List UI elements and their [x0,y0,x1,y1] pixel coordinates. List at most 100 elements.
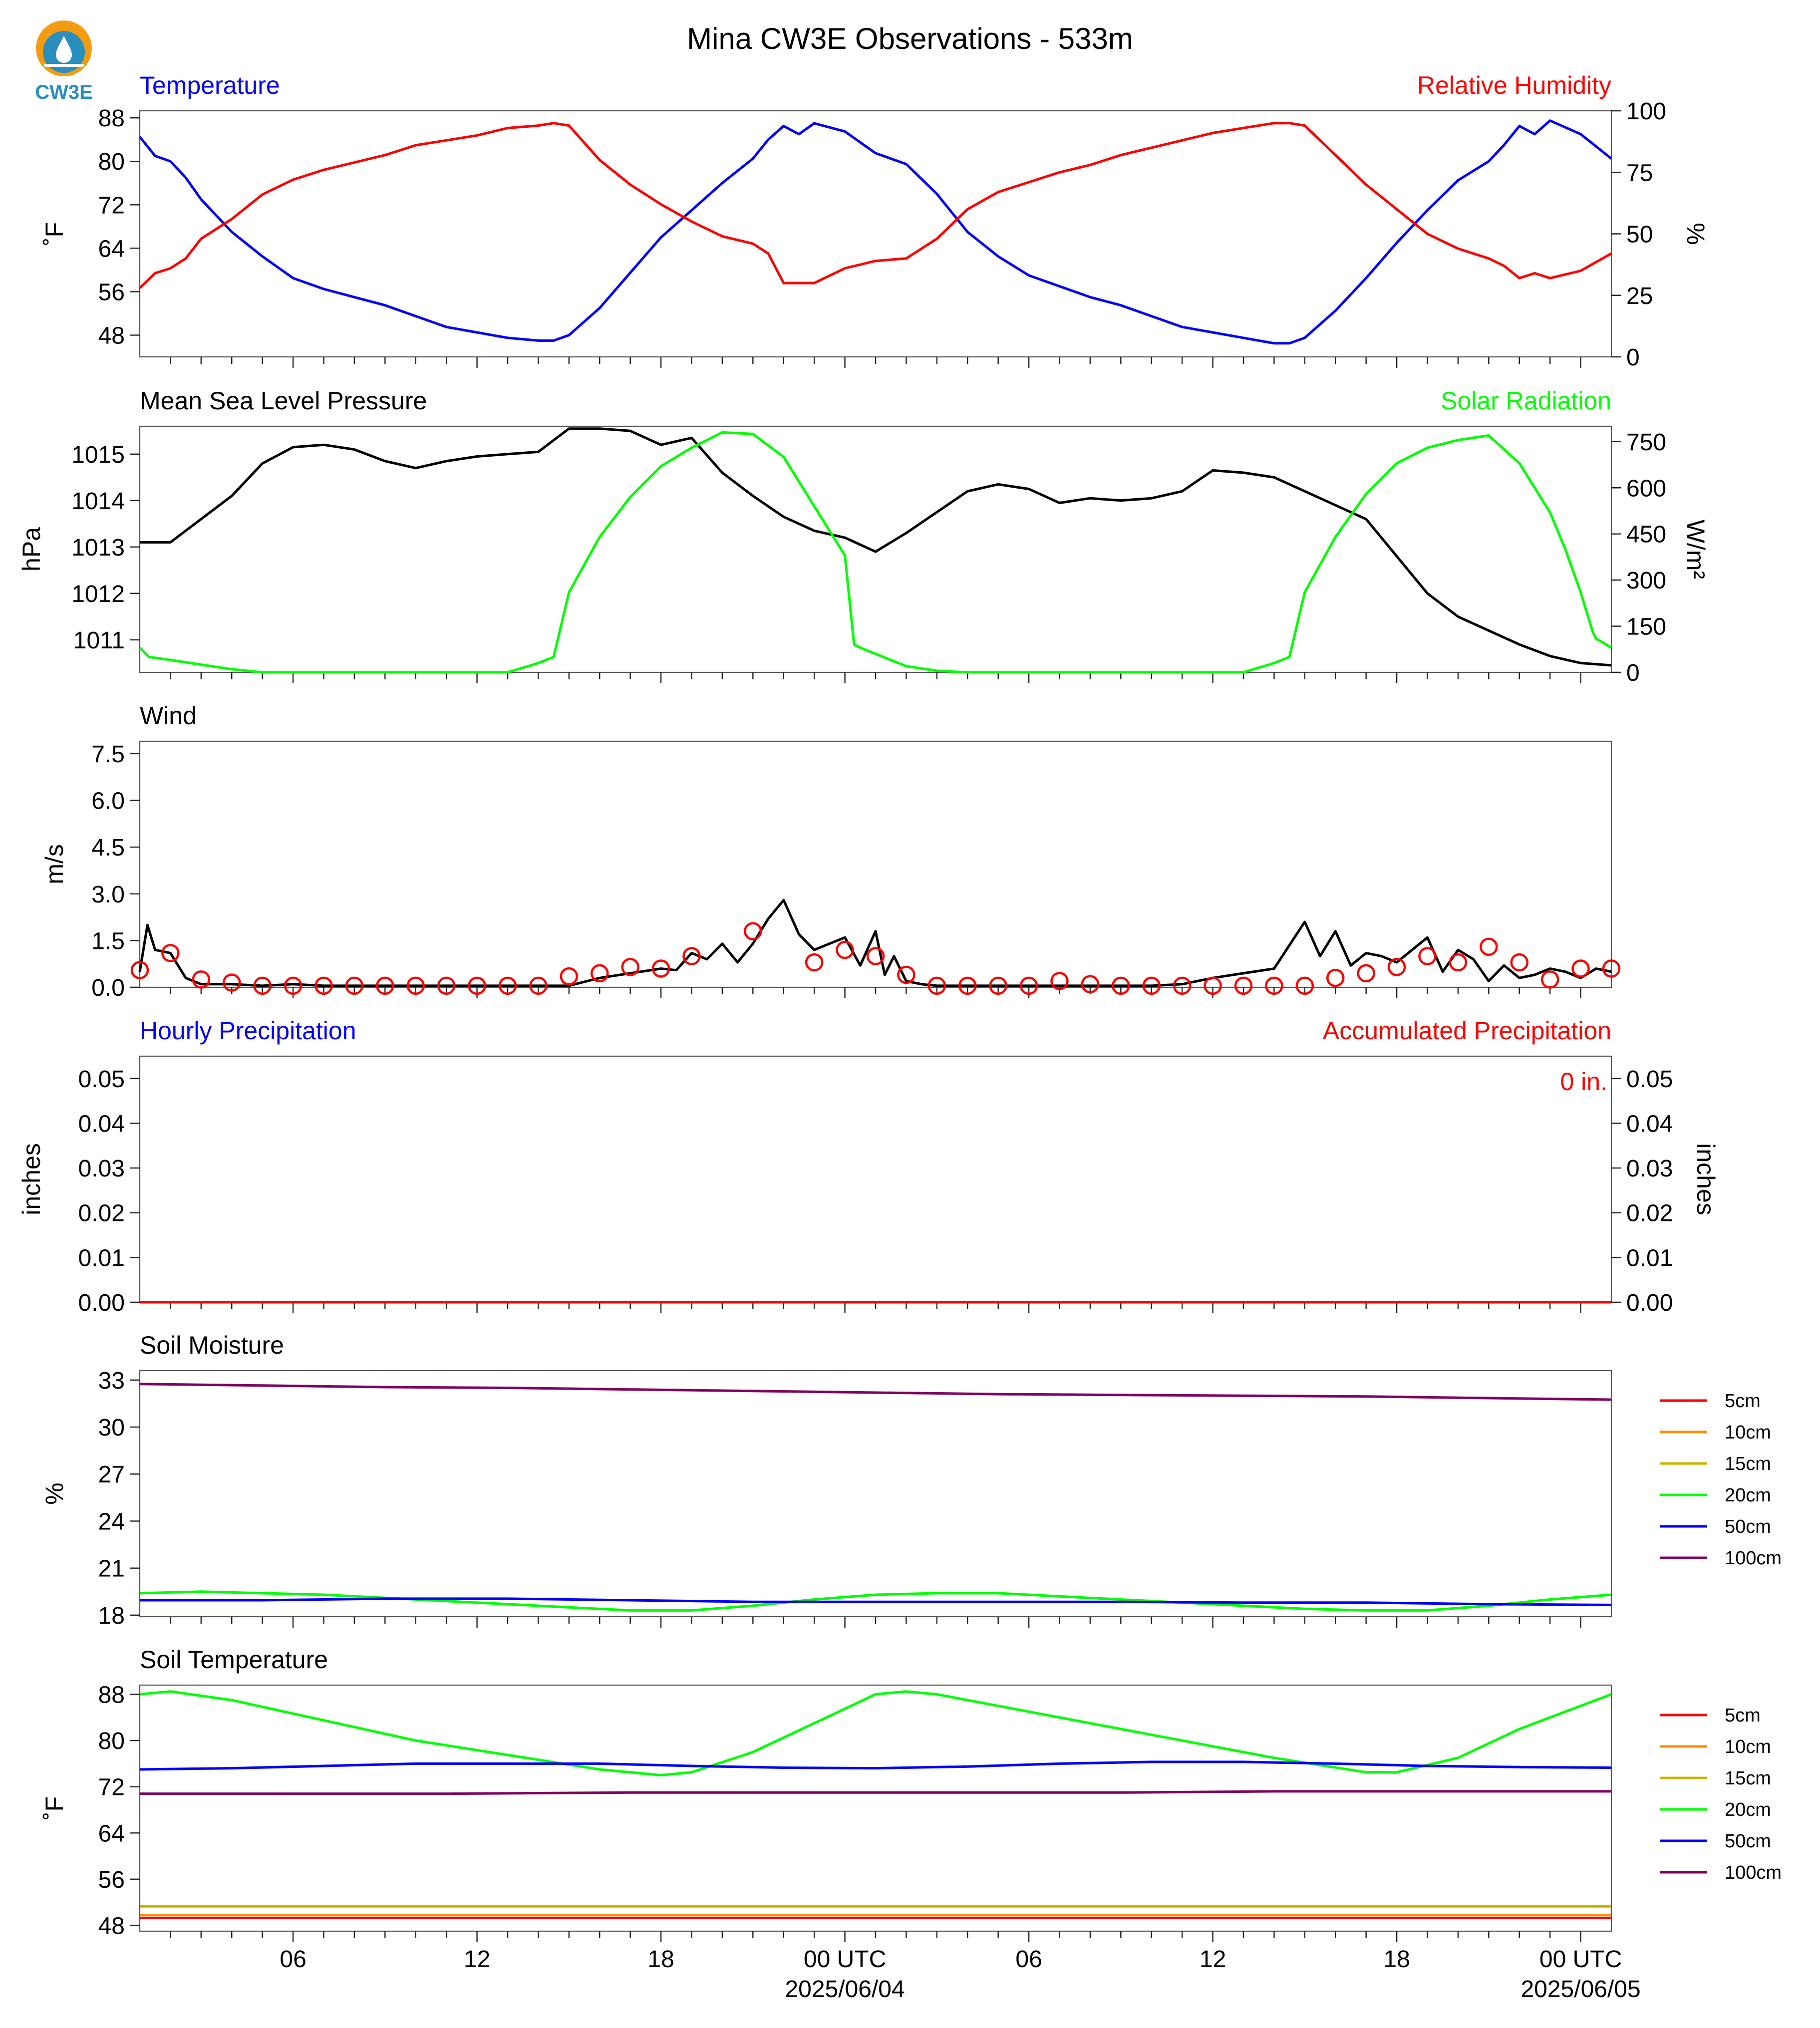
wind-wind-marker [437,976,456,995]
wind-wind-marker [1418,947,1437,965]
wind-wind-marker [1387,958,1406,976]
wind-wind-marker [805,953,824,972]
pressure-y2-tick-label: 450 [1626,522,1666,548]
precip-y2-tick-label: 0.00 [1626,1290,1673,1316]
plot-area: 48 56 64 72 80 88 0 25 50 75 100 Temperature Relativ… [17,71,1782,2003]
wind-wind-marker [1357,964,1375,983]
x-tick-label: 06 [1015,1946,1042,1973]
precip-y-tick-label: 0.00 [78,1290,125,1316]
wind-wind-marker [192,970,211,989]
soil_moisture-series-100cm [139,1383,1612,1401]
logo-drop-icon [56,36,72,63]
temp_rh-frame [139,110,1612,358]
wind-wind-marker [1326,969,1345,987]
wind-wind-marker [161,944,180,962]
wind-wind-marker [468,976,486,995]
wind-y-tick-label: 4.5 [91,835,125,861]
soil_temp-left-unit: ˚F [40,1796,68,1820]
soil_temp-y-tick-label: 64 [98,1820,125,1847]
wind-wind-marker [682,947,701,965]
soil_temp-y-tick-label: 80 [98,1728,125,1754]
wind-wind-marker [958,976,977,995]
wind-wind-marker [1173,976,1192,995]
pressure-right-title: Solar Radiation [1441,387,1611,415]
precip-y-tick-label: 0.01 [78,1245,125,1271]
soil_temp-legend-label: 100cm [1725,1862,1782,1883]
pressure-series-solar-radiation [139,431,1612,674]
wind-wind-marker [1050,972,1069,990]
pressure-y-tick-label: 1014 [71,488,125,515]
temp_rh-y2-tick-label: 100 [1626,98,1666,125]
pressure-y2-tick-label: 150 [1626,614,1666,640]
temp_rh-y2-tick-label: 25 [1626,283,1653,309]
temp_rh-y-tick-label: 88 [98,105,125,132]
logo-wave [44,64,84,67]
precip-y2-tick-label: 0.01 [1626,1245,1673,1271]
soil_moisture-legend-label: 20cm [1725,1485,1771,1506]
wind-wind-marker [406,976,425,995]
pressure-y-tick-label: 1015 [71,442,125,468]
wind-wind-marker [1480,937,1498,956]
pressure-y-tick-label: 1013 [71,535,125,561]
soil_moisture-y-tick-label: 27 [98,1461,125,1488]
wind-wind-marker [1510,953,1528,972]
x-date-label: 2025/06/05 [1520,1976,1640,2003]
wind-wind-marker [1449,953,1468,972]
wind-wind-marker [498,976,517,995]
soil_temp-series-20cm [139,1690,1612,1776]
pressure-series-mean-sea-level-pressure [140,427,1612,667]
x-tick-label: 12 [1200,1946,1226,1973]
soil_temp-series-50cm [139,1760,1612,1771]
wind-wind-marker [927,976,946,995]
precip-right-unit: inches [1692,1143,1720,1215]
pressure-left-title: Mean Sea Level Pressure [140,387,427,415]
precip-left-unit: inches [17,1143,45,1215]
logo-text: CW3E [35,81,93,103]
wind-y-tick-label: 7.5 [91,741,125,768]
temp_rh-right-title: Relative Humidity [1417,71,1611,99]
wind-left-title: Wind [140,702,197,730]
wind-wind-marker [591,964,609,983]
wind-wind-marker [1540,970,1559,989]
pressure-y2-tick-label: 750 [1626,429,1666,456]
soil_temp-frame [139,1684,1612,1932]
wind-wind-marker [651,959,670,978]
wind-wind-marker [1019,976,1038,995]
soil_temp-left-title: Soil Temperature [140,1646,328,1674]
precip-frame [139,1055,1612,1303]
soil_moisture-y-tick-label: 33 [98,1368,125,1394]
pressure-left-unit: hPa [17,527,45,572]
wind-y-tick-label: 6.0 [91,788,125,815]
precip-right-title: Accumulated Precipitation [1323,1017,1611,1045]
temp_rh-y-tick-label: 48 [98,322,125,349]
temp_rh-y-tick-label: 80 [98,149,125,175]
wind-wind-marker [744,922,762,940]
cw3e-logo: CW3E [35,20,93,103]
wind-wind-marker [1602,959,1621,978]
wind-wind-marker [223,973,241,992]
soil_moisture-left-unit: % [40,1482,68,1504]
wind-wind-marker [253,976,272,995]
x-tick-label: 18 [647,1946,674,1973]
precip-y2-tick-label: 0.03 [1626,1156,1673,1182]
x-tick-label: 00 UTC [1539,1946,1622,1973]
soil_temp-legend-label: 20cm [1725,1799,1771,1820]
x-tick-label: 00 UTC [804,1946,886,1973]
wind-frame [139,740,1612,988]
figure-title: Mina CW3E Observations - 533m [687,22,1133,55]
wind-wind-marker [836,940,854,959]
precip-y2-tick-label: 0.04 [1626,1111,1673,1137]
soil_moisture-y-tick-label: 24 [98,1508,125,1535]
temp_rh-left-title: Temperature [140,71,280,99]
wind-wind-marker [1234,976,1253,995]
precip-y-tick-label: 0.02 [78,1200,125,1227]
wind-y-tick-label: 3.0 [91,881,125,908]
pressure-right-unit: W/m² [1682,520,1710,579]
temp_rh-y-tick-label: 72 [98,192,125,219]
soil_temp-y-tick-label: 56 [98,1867,125,1893]
wind-wind-marker [284,976,303,995]
wind-wind-marker [314,976,333,995]
pressure-y-tick-label: 1011 [73,627,125,654]
pressure-y2-tick-label: 0 [1626,660,1640,686]
